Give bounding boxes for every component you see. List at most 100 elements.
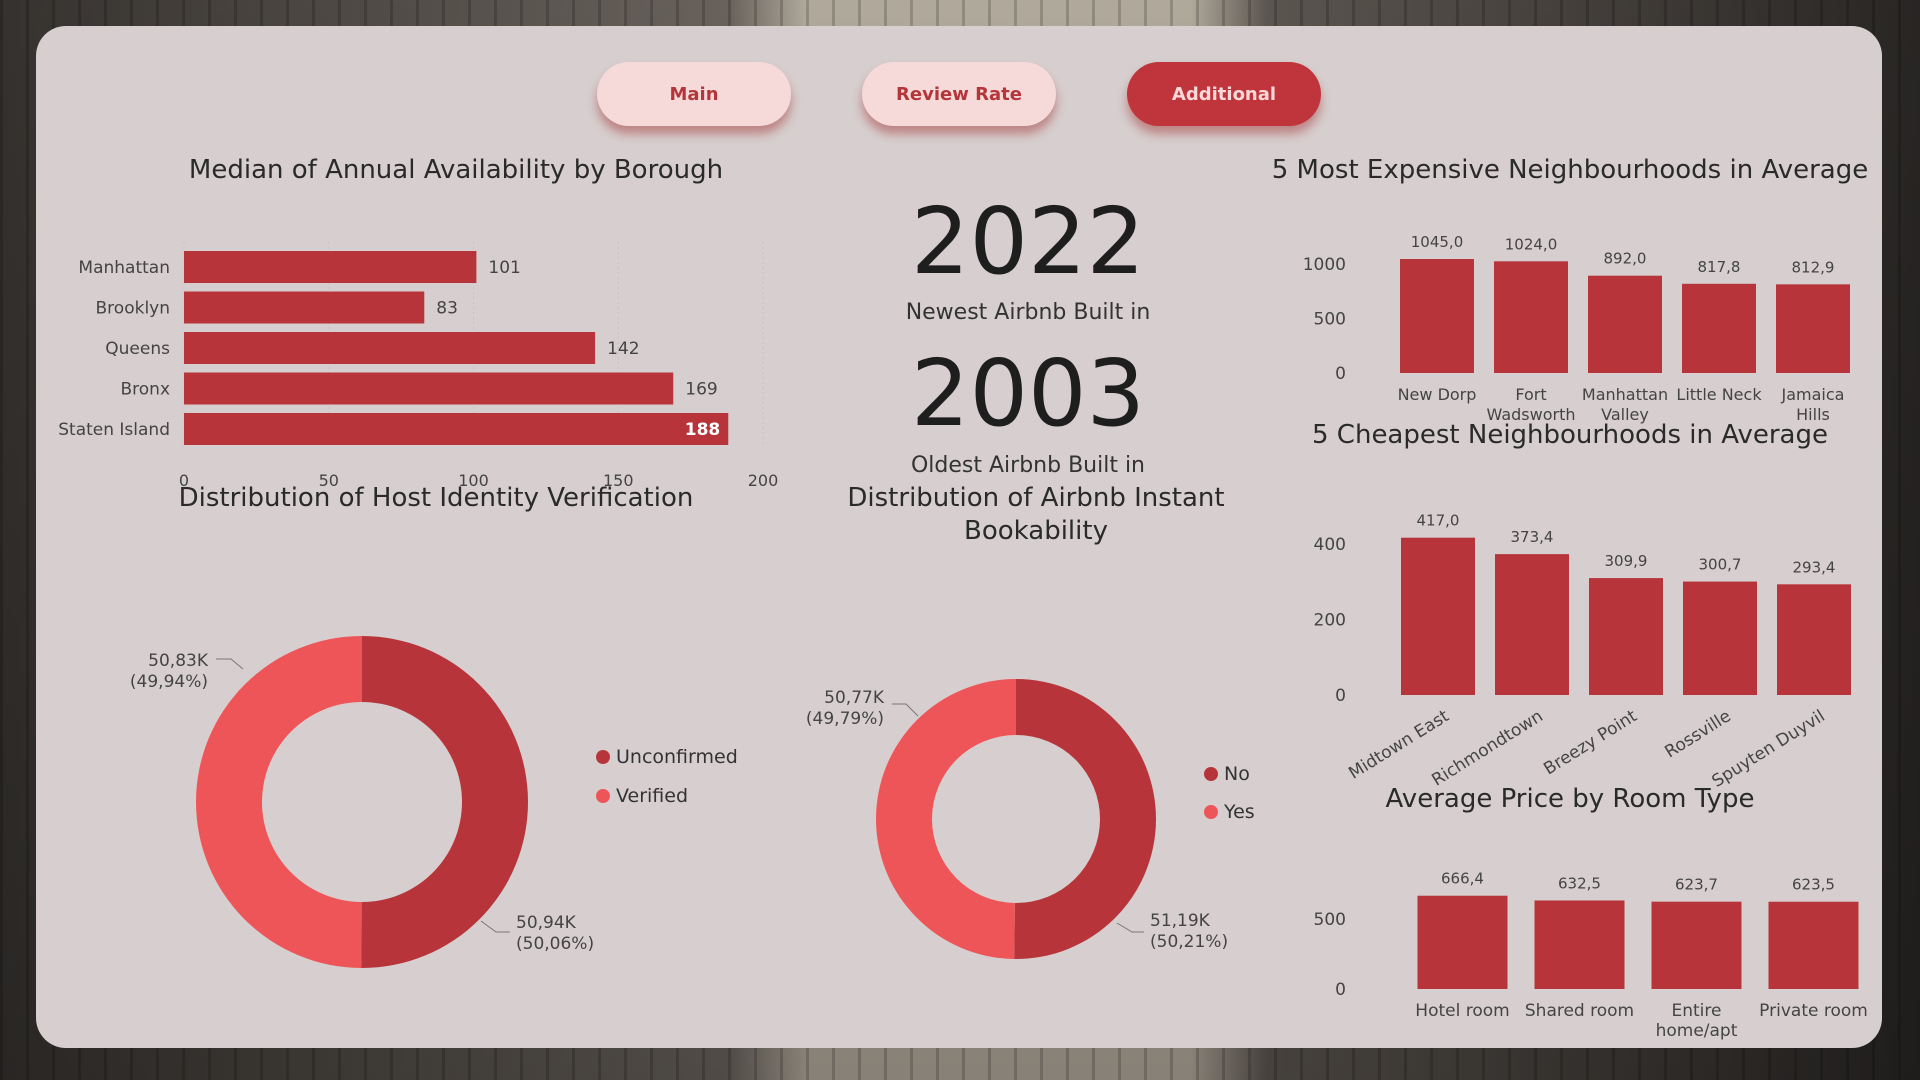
bar	[1683, 581, 1757, 695]
data-label: 83	[436, 299, 458, 319]
category-label: Shared room	[1525, 1001, 1634, 1021]
category-label: New Dorp	[1398, 385, 1477, 404]
y-tick-label: 0	[1335, 364, 1346, 384]
oldest-year-value: 2003	[910, 340, 1146, 447]
data-label: 101	[488, 258, 520, 278]
y-tick-label: 0	[1335, 686, 1346, 706]
bar	[1776, 284, 1850, 373]
review-rate-nav-button[interactable]: Review Rate	[862, 62, 1056, 126]
category-label: Hotel room	[1415, 1001, 1509, 1021]
instant-legend-yes[interactable]: Yes	[1204, 801, 1255, 823]
data-label: 50,94K	[516, 913, 577, 933]
category-label: Queens	[105, 339, 170, 359]
additional-nav-button[interactable]: Additional	[1127, 62, 1321, 126]
data-label: 50,77K	[824, 688, 885, 708]
category-label: Brooklyn	[96, 299, 170, 319]
category-label: Wadsworth	[1487, 405, 1576, 424]
category-label: Entire	[1672, 1001, 1722, 1021]
bar	[1589, 578, 1663, 695]
x-tick-label: 100	[458, 471, 489, 490]
leader-line	[1116, 922, 1144, 933]
y-tick-label: 1000	[1303, 255, 1346, 275]
data-label: 666,4	[1441, 870, 1484, 888]
bar	[184, 291, 425, 324]
leader-line	[216, 658, 244, 670]
verified-dot-icon	[596, 789, 610, 803]
donut-slice	[876, 679, 1016, 959]
category-label: Jamaica	[1781, 385, 1845, 404]
legend-label: Yes	[1224, 801, 1255, 823]
donut-slice	[196, 636, 362, 968]
category-label: Hills	[1796, 405, 1830, 424]
donut-slice	[361, 636, 529, 968]
data-label: 812,9	[1792, 258, 1835, 276]
oldest-year-label: Oldest Airbnb Built in	[910, 453, 1146, 478]
legend-label: Unconfirmed	[616, 746, 738, 768]
bar	[1495, 554, 1569, 695]
y-tick-label: 200	[1314, 611, 1346, 631]
data-label: (49,94%)	[130, 672, 208, 692]
bar	[1417, 895, 1508, 989]
data-label: (50,21%)	[1150, 932, 1228, 952]
legend-label: Verified	[616, 785, 689, 807]
host-chart-title: Distribution of Host Identity Verificati…	[178, 483, 694, 513]
legend-label: No	[1224, 763, 1250, 785]
bar	[1777, 584, 1851, 695]
yes-dot-icon	[1204, 805, 1218, 819]
category-label: Little Neck	[1676, 385, 1762, 404]
newest-year-label: Newest Airbnb Built in	[905, 300, 1151, 325]
unconfirmed-dot-icon	[596, 750, 610, 764]
data-label: 293,4	[1793, 558, 1836, 576]
host-legend-verified[interactable]: Verified	[596, 785, 688, 807]
data-label: 817,8	[1698, 258, 1741, 276]
category-label: Fort	[1515, 385, 1546, 404]
leader-line	[892, 703, 919, 717]
expensive-chart-title: 5 Most Expensive Neighbourhoods in Avera…	[1271, 155, 1869, 185]
category-label: Valley	[1601, 405, 1649, 424]
bar	[1400, 259, 1474, 373]
x-tick-label: 150	[603, 471, 634, 490]
leader-line	[480, 920, 510, 933]
data-label: 632,5	[1558, 874, 1601, 892]
instant-donut-chart: 51,19K(50,21%) 50,77K(49,79%)	[806, 679, 1228, 959]
category-label: Breezy Point	[1540, 706, 1641, 779]
data-label: 188	[685, 420, 721, 440]
instant-title-line-2: Bookability	[964, 516, 1108, 546]
bar	[1768, 901, 1859, 989]
expensive-bar-chart: 0 500 1000 1045,0 New Dorp 1024,0 FortWadswort…	[1303, 233, 1850, 424]
dashboard-panel: Main Review Rate Additional Median of An…	[36, 26, 1882, 1048]
y-tick-label: 400	[1314, 535, 1346, 555]
main-nav-button[interactable]: Main	[597, 62, 791, 126]
data-label: 1024,0	[1505, 235, 1558, 253]
bar	[184, 372, 674, 405]
availability-chart-title: Median of Annual Availability by Borough	[188, 155, 724, 185]
data-label: 169	[685, 380, 717, 400]
x-tick-label: 0	[179, 471, 189, 490]
data-label: 300,7	[1699, 556, 1742, 574]
donut-slice	[1014, 679, 1157, 959]
data-label: 309,9	[1605, 552, 1648, 570]
data-label: (49,79%)	[806, 709, 884, 729]
category-label: Bronx	[120, 380, 170, 400]
data-label: 623,7	[1675, 876, 1718, 894]
data-label: 1045,0	[1411, 233, 1464, 251]
category-label: Staten Island	[58, 420, 170, 440]
bar	[184, 332, 596, 364]
bar	[1682, 283, 1756, 373]
host-donut-chart: 50,94K(50,06%) 50,83K(49,94%)	[130, 636, 594, 968]
x-tick-label: 50	[319, 471, 339, 490]
category-label: Manhattan	[78, 258, 170, 278]
instant-chart-title: Distribution of Airbnb Instant Bookabili…	[806, 482, 1266, 548]
bar	[184, 251, 477, 283]
data-label: 417,0	[1417, 512, 1460, 530]
data-label: 373,4	[1511, 528, 1554, 546]
no-dot-icon	[1204, 767, 1218, 781]
category-label: Rossville	[1661, 706, 1734, 762]
y-tick-label: 500	[1314, 910, 1346, 930]
instant-title-line-1: Distribution of Airbnb Instant	[847, 483, 1225, 513]
x-tick-label: 200	[748, 471, 779, 490]
bar	[1401, 537, 1475, 695]
instant-legend-no[interactable]: No	[1204, 763, 1250, 785]
host-legend-unconfirmed[interactable]: Unconfirmed	[596, 746, 738, 768]
